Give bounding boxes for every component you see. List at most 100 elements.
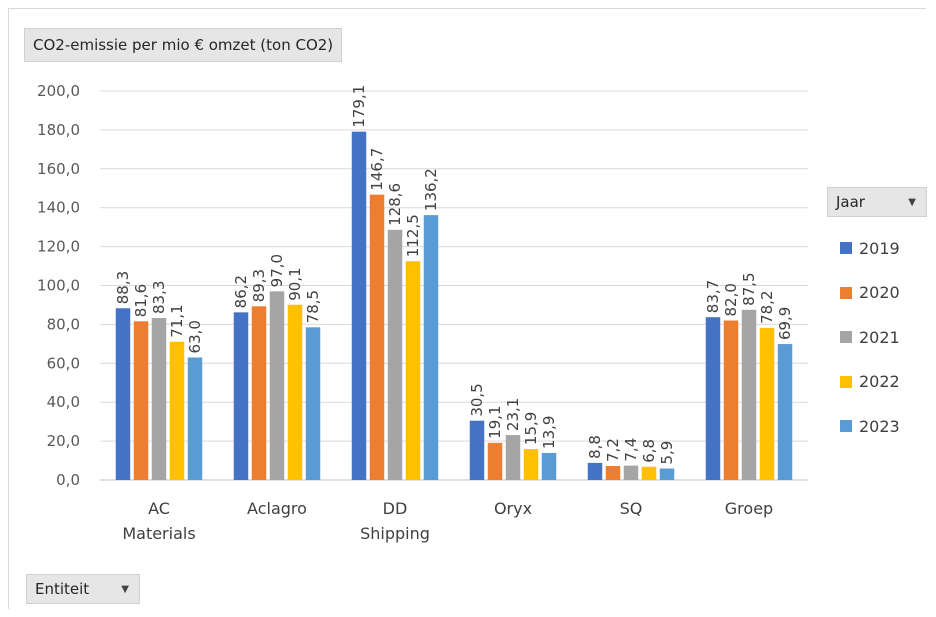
data-label: 6,8	[640, 439, 658, 463]
legend-item: 2023	[840, 404, 900, 449]
dropdown-arrow-icon: ▼	[908, 196, 916, 208]
bar	[469, 420, 485, 480]
legend-swatch	[840, 286, 852, 299]
legend-label: 2020	[859, 283, 900, 303]
bar	[623, 465, 639, 480]
y-tick-label: 20,0	[47, 432, 80, 450]
data-label: 128,6	[386, 183, 404, 226]
legend-swatch	[840, 242, 852, 255]
data-label: 179,1	[350, 85, 368, 128]
bar	[269, 291, 285, 480]
category-label: Shipping	[360, 524, 430, 543]
data-label: 7,2	[604, 438, 622, 462]
legend-field-button[interactable]: Jaar ▼	[827, 187, 927, 217]
category-label: Groep	[725, 499, 773, 518]
category-label: Oryx	[494, 499, 532, 518]
bar	[233, 312, 249, 480]
data-label: 63,0	[186, 320, 204, 353]
data-label: 78,2	[758, 290, 776, 323]
legend-item: 2020	[840, 271, 900, 316]
bar	[251, 306, 267, 480]
chart-frame	[8, 8, 926, 609]
axis-field-button[interactable]: Entiteit ▼	[26, 574, 140, 604]
data-label: 69,9	[776, 307, 794, 340]
bar	[369, 194, 385, 480]
bar	[423, 215, 439, 480]
data-label: 13,9	[540, 416, 558, 449]
category-label: AC	[148, 499, 170, 518]
data-label: 86,2	[232, 275, 250, 308]
y-tick-label: 180,0	[37, 121, 80, 139]
data-label: 112,5	[404, 214, 422, 257]
y-tick-label: 80,0	[47, 315, 80, 333]
data-label: 71,1	[168, 304, 186, 337]
bar	[587, 462, 603, 480]
dropdown-arrow-icon: ▼	[121, 583, 129, 595]
bar	[705, 317, 721, 480]
data-label: 30,5	[468, 383, 486, 416]
data-label: 146,7	[368, 148, 386, 191]
bar	[351, 131, 367, 480]
y-tick-label: 60,0	[47, 354, 80, 372]
legend-field-label: Jaar	[836, 193, 865, 211]
y-tick-label: 0,0	[56, 471, 80, 489]
data-label: 83,3	[150, 281, 168, 314]
legend-swatch	[840, 331, 852, 344]
legend-item: 2021	[840, 315, 900, 360]
category-label: Materials	[122, 524, 195, 543]
legend-item: 2022	[840, 360, 900, 405]
data-label: 15,9	[522, 412, 540, 445]
data-label: 136,2	[422, 168, 440, 211]
bar	[287, 304, 303, 480]
category-label: SQ	[620, 499, 643, 518]
legend-label: 2019	[859, 238, 900, 258]
category-label: DD	[383, 499, 408, 518]
data-label: 81,6	[132, 284, 150, 317]
bar	[759, 327, 775, 480]
data-label: 19,1	[486, 405, 504, 438]
chart-title: CO2-emissie per mio € omzet (ton CO2)	[33, 36, 334, 54]
legend: 2019 2020 2021 2022 2023	[840, 226, 900, 449]
chart-title-button[interactable]: CO2-emissie per mio € omzet (ton CO2)	[24, 28, 343, 62]
data-label: 97,0	[268, 254, 286, 287]
bar	[659, 468, 675, 480]
axis-field-label: Entiteit	[35, 580, 90, 598]
bar	[723, 320, 739, 480]
y-tick-label: 140,0	[37, 199, 80, 217]
bar	[777, 344, 793, 480]
data-label: 23,1	[504, 398, 522, 431]
data-label: 82,0	[722, 283, 740, 316]
bar	[641, 466, 657, 480]
bar	[405, 261, 421, 480]
legend-label: 2022	[859, 372, 900, 392]
bar	[133, 321, 149, 480]
bar	[305, 327, 321, 480]
data-label: 83,7	[704, 280, 722, 313]
bar	[169, 341, 185, 480]
bar	[741, 309, 757, 480]
legend-item: 2019	[840, 226, 900, 271]
bar	[151, 317, 167, 480]
bar	[487, 442, 503, 480]
data-label: 89,3	[250, 269, 268, 302]
legend-swatch	[840, 420, 852, 433]
bar	[387, 229, 403, 480]
data-label: 8,8	[586, 435, 604, 459]
data-label: 90,1	[286, 267, 304, 300]
category-label: Aclagro	[247, 499, 307, 518]
y-tick-label: 100,0	[37, 277, 80, 295]
data-label: 87,5	[740, 272, 758, 305]
bar	[523, 449, 539, 480]
data-label: 7,4	[622, 438, 640, 462]
bar	[605, 465, 621, 480]
y-tick-label: 200,0	[37, 82, 80, 100]
data-label: 88,3	[114, 271, 132, 304]
bar	[187, 357, 203, 480]
bar	[541, 452, 557, 480]
legend-swatch	[840, 375, 852, 388]
bar	[505, 435, 521, 480]
legend-label: 2021	[859, 327, 900, 347]
y-tick-label: 120,0	[37, 238, 80, 256]
legend-label: 2023	[859, 416, 900, 436]
